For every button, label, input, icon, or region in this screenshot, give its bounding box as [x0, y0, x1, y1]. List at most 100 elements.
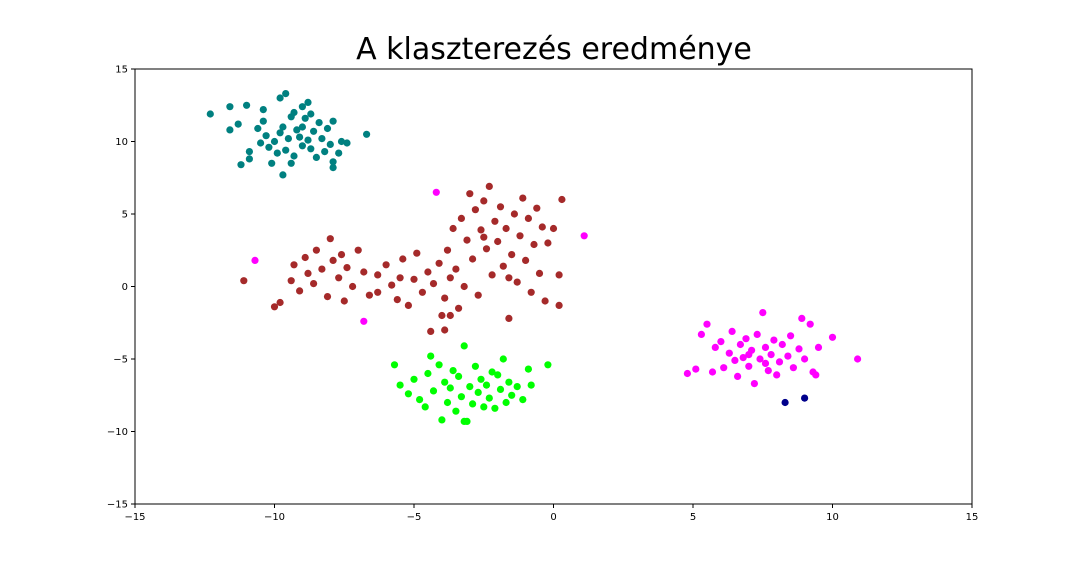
scatter-point: [485, 182, 493, 190]
x-axis: −15 −10 −5 0 5 10 15: [124, 504, 978, 523]
scatter-point: [505, 274, 513, 282]
scatter-point: [374, 271, 382, 279]
scatter-point: [424, 369, 432, 378]
y-tick-label: 0: [122, 282, 128, 293]
scatter-point: [323, 293, 332, 301]
scatter-point: [502, 224, 510, 233]
scatter-point: [480, 197, 488, 205]
scatter-point: [469, 400, 477, 408]
scatter-point: [463, 236, 471, 244]
scatter-point: [795, 345, 803, 353]
scatter-point: [265, 143, 273, 151]
scatter-point: [429, 280, 438, 288]
scatter-point: [363, 130, 371, 138]
scatter-point: [374, 288, 382, 296]
scatter-point: [527, 381, 535, 389]
scatter-point: [491, 404, 499, 412]
scatter-point: [438, 416, 446, 424]
scatter-point: [683, 369, 692, 378]
scatter-point: [775, 358, 784, 366]
scatter-point: [480, 403, 488, 411]
scatter-point: [527, 288, 535, 296]
scatter-point: [307, 145, 315, 153]
scatter-point: [441, 294, 449, 302]
scatter-point: [446, 274, 454, 282]
scatter-point: [711, 343, 719, 351]
scatter-point: [404, 390, 412, 398]
scatter-point: [276, 298, 284, 307]
x-tick-label: −5: [407, 512, 422, 523]
scatter-point: [323, 124, 332, 133]
scatter-point: [767, 351, 775, 359]
scatter-point: [798, 314, 806, 322]
scatter-point: [496, 203, 505, 211]
scatter-point: [854, 355, 862, 363]
scatter-point: [720, 364, 728, 372]
scatter-point: [326, 140, 334, 148]
scatter-point: [404, 301, 412, 309]
scatter-point: [315, 119, 323, 127]
scatter-point: [538, 223, 546, 231]
scatter-point: [801, 394, 809, 402]
scatter-point: [318, 135, 326, 143]
scatter-point: [410, 375, 418, 383]
scatter-point: [329, 164, 337, 172]
scatter-point: [469, 255, 477, 263]
scatter-point: [455, 372, 463, 380]
scatter-point: [519, 396, 527, 404]
scatter-point: [279, 123, 287, 131]
scatter-point: [259, 117, 267, 125]
scatter-point: [298, 103, 306, 111]
y-tick-label: 5: [122, 210, 128, 221]
x-tick-label: 10: [826, 512, 839, 523]
scatter-point: [343, 139, 351, 147]
scatter-point: [508, 391, 516, 399]
y-tick-label: 10: [115, 137, 128, 148]
scatter-point: [753, 330, 761, 338]
scatter-point: [226, 126, 234, 134]
scatter-point: [524, 365, 533, 373]
scatter-point: [354, 246, 362, 254]
scatter-point: [519, 194, 527, 202]
scatter-point: [279, 171, 287, 179]
scatter-point: [784, 352, 792, 360]
scatter-point: [474, 291, 482, 299]
scatter-point: [424, 268, 432, 276]
scatter-point: [530, 240, 538, 249]
scatter-point: [549, 224, 558, 233]
scatter-point: [477, 226, 485, 234]
scatter-point: [471, 206, 479, 214]
scatter-point: [382, 261, 390, 269]
scatter-point: [460, 417, 468, 425]
scatter-point: [513, 278, 521, 286]
scatter-point: [388, 281, 396, 289]
scatter-point: [510, 210, 518, 218]
scatter-point: [273, 149, 281, 157]
scatter-point: [555, 271, 563, 279]
scatter-point: [725, 349, 733, 357]
scatter-point: [416, 396, 424, 404]
scatter-point: [787, 332, 795, 340]
scatter-point: [259, 106, 267, 114]
scatter-point: [717, 338, 725, 346]
scatter-point: [505, 314, 513, 322]
scatter-point: [298, 142, 306, 150]
scatter-point: [446, 384, 454, 392]
x-tick-label: 0: [550, 512, 556, 523]
scatter-point: [533, 204, 541, 212]
scatter-point: [703, 320, 711, 328]
scatter-point: [312, 246, 320, 254]
scatter-point: [745, 351, 753, 359]
scatter-point: [494, 371, 502, 379]
scatter-point: [441, 326, 449, 334]
scatter-point: [756, 355, 764, 363]
y-tick-label: 15: [115, 65, 128, 76]
scatter-point: [257, 139, 265, 147]
scatter-point: [773, 371, 781, 379]
plot-frame: [134, 68, 973, 505]
scatter-point: [778, 340, 786, 349]
scatter-point: [488, 271, 496, 279]
scatter-point: [524, 214, 533, 222]
scatter-point: [485, 394, 493, 402]
